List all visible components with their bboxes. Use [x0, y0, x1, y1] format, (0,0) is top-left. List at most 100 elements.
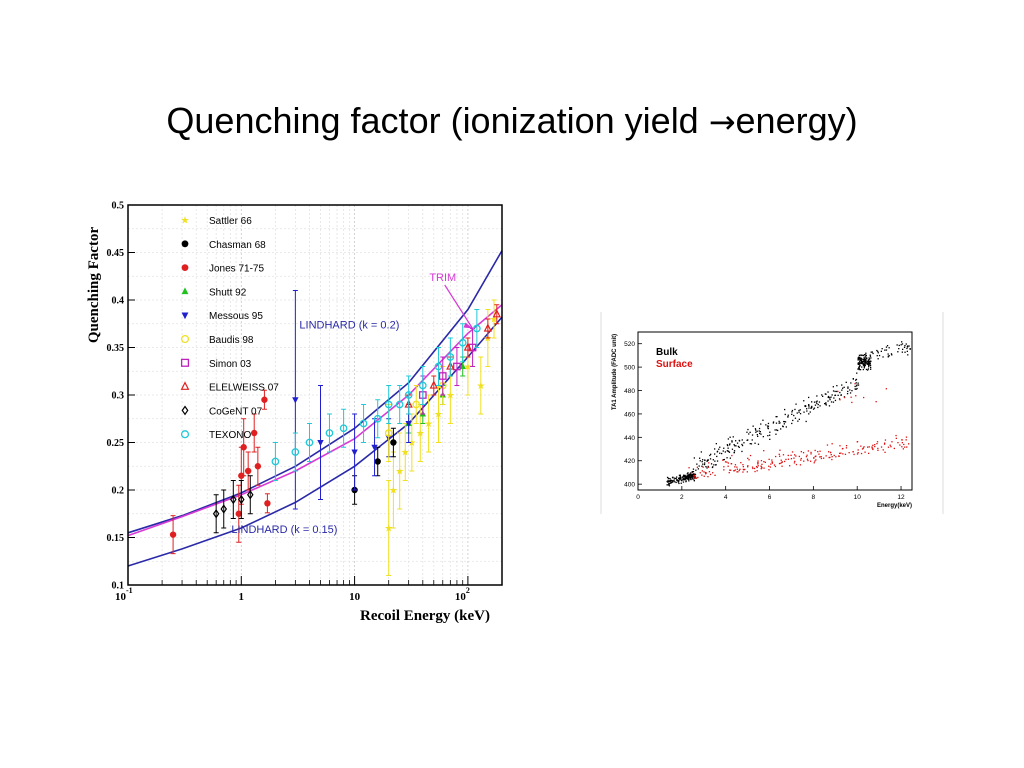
ta-point	[738, 469, 740, 472]
ta-y-tick-label: 420	[624, 458, 635, 465]
series-messous-95	[292, 290, 412, 510]
ta-point	[781, 465, 783, 467]
ta-point	[733, 450, 736, 452]
ta-point	[906, 345, 909, 348]
ta-point	[867, 446, 869, 448]
ta-point	[806, 454, 808, 456]
ta-point	[753, 467, 756, 470]
ta-point	[716, 460, 719, 462]
ta-point	[842, 387, 844, 389]
ta-point	[756, 466, 758, 469]
ta-point	[699, 457, 701, 459]
ta-point	[668, 485, 671, 487]
ta-point	[730, 469, 732, 471]
ta-point	[756, 434, 758, 436]
ta-point	[888, 347, 890, 349]
data-point	[271, 457, 280, 466]
ta-point	[684, 475, 686, 477]
ta-point	[768, 465, 770, 467]
ta-point	[867, 362, 869, 364]
ta-point	[777, 429, 779, 432]
ta-point	[868, 362, 870, 365]
ta-point	[868, 446, 870, 448]
ta-point	[792, 419, 794, 422]
ta-point	[683, 474, 685, 476]
ta-point	[905, 439, 907, 441]
data-point	[458, 338, 467, 347]
ta-point	[834, 399, 837, 402]
ta-point	[898, 348, 900, 350]
ta-point	[735, 445, 737, 447]
ta-point	[729, 436, 731, 438]
ta-point	[855, 385, 858, 387]
ta-point	[822, 395, 824, 397]
ta-point	[765, 424, 767, 426]
ta-point	[670, 479, 672, 481]
legend-marker	[181, 287, 189, 295]
series-texono	[271, 309, 481, 481]
ta-point	[830, 451, 832, 454]
ta-point	[856, 453, 859, 455]
ta-point	[827, 400, 829, 402]
ta-point	[864, 354, 866, 356]
ta-x-tick-label: 0	[636, 494, 640, 501]
ta-point	[815, 459, 817, 461]
ta-point	[872, 448, 874, 450]
ta-point	[827, 395, 830, 398]
ta-point	[761, 463, 763, 465]
ta-point	[861, 361, 863, 364]
ta-point	[678, 477, 680, 479]
data-point	[261, 396, 268, 403]
ta-point	[864, 363, 866, 365]
ta-point	[851, 390, 853, 392]
ta-point	[701, 461, 703, 463]
ta-point	[799, 413, 802, 415]
ta-point	[862, 368, 864, 371]
ta-point	[793, 457, 795, 459]
legend-marker	[181, 405, 189, 416]
ta-point	[669, 478, 671, 480]
ta-point	[811, 401, 813, 403]
ta-point	[853, 453, 855, 456]
ta-point	[837, 394, 839, 396]
legend-item-sattler-66: ★ Sattler 66	[181, 216, 253, 228]
ta-point	[832, 390, 835, 392]
ta-point	[734, 469, 736, 471]
ta-point	[734, 466, 736, 468]
ta-point	[839, 391, 841, 394]
ta-point	[757, 435, 759, 437]
data-point	[291, 448, 300, 456]
ta-x-tick-label: 2	[680, 494, 684, 501]
ta-point	[671, 479, 673, 482]
ta-point	[819, 456, 821, 458]
qf-x-tick-label: 1	[239, 591, 245, 603]
ta-point	[865, 368, 868, 371]
ta-point	[810, 453, 812, 455]
ta-point	[866, 361, 869, 363]
qf-points: ★★★★★★★★★★★★★	[169, 290, 501, 576]
ta-point	[865, 362, 867, 364]
ta-point	[760, 433, 762, 435]
ta-point	[905, 436, 908, 438]
ta-point	[829, 456, 831, 459]
ta-point	[855, 379, 857, 381]
ta-point	[784, 413, 786, 416]
ta-point	[848, 452, 850, 454]
legend-label: Shutt 92	[209, 287, 247, 298]
ta-point	[862, 361, 864, 363]
ta-point	[885, 349, 888, 351]
ta-point	[847, 390, 849, 393]
ta-point	[813, 401, 816, 403]
ta-point	[678, 474, 681, 476]
ta-point	[834, 390, 836, 393]
ta-point	[846, 393, 849, 395]
ta-point	[859, 356, 861, 358]
ta-point	[808, 404, 810, 406]
ta-point	[730, 463, 732, 465]
ta-point	[827, 396, 829, 398]
ta-point	[697, 476, 699, 479]
ta-point	[704, 471, 707, 474]
ta-point	[768, 469, 770, 471]
ta-point	[692, 478, 694, 480]
ta-point	[855, 395, 857, 397]
